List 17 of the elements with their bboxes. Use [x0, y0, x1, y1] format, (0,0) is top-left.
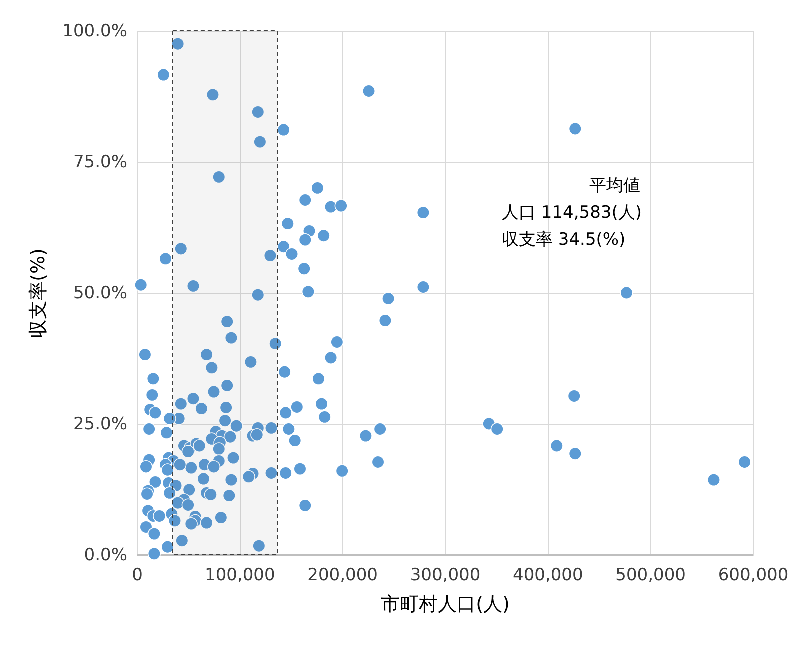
y-axis-title: 収支率(%) [28, 248, 50, 338]
y-tick-label: 75.0% [73, 152, 128, 172]
x-tick-label: 100,000 [205, 566, 276, 586]
x-tick-label: 600,000 [718, 566, 789, 586]
x-tick-label: 0 [132, 566, 143, 586]
x-tick-label: 200,000 [308, 566, 378, 586]
y-tick-label: 100.0% [62, 22, 128, 42]
annotation: 収支率 34.5(%) [502, 230, 626, 250]
annotation: 人口 114,583(人) [502, 203, 642, 223]
x-tick-label: 500,000 [616, 566, 686, 586]
x-tick-label: 400,000 [513, 566, 584, 586]
y-tick-label: 25.0% [73, 414, 128, 434]
x-tick-label: 300,000 [410, 566, 481, 586]
y-tick-label: 0.0% [84, 546, 128, 566]
y-tick-label: 50.0% [73, 284, 128, 304]
annotation: 平均値 [590, 176, 640, 196]
x-axis-title: 市町村人口(人) [381, 594, 510, 616]
